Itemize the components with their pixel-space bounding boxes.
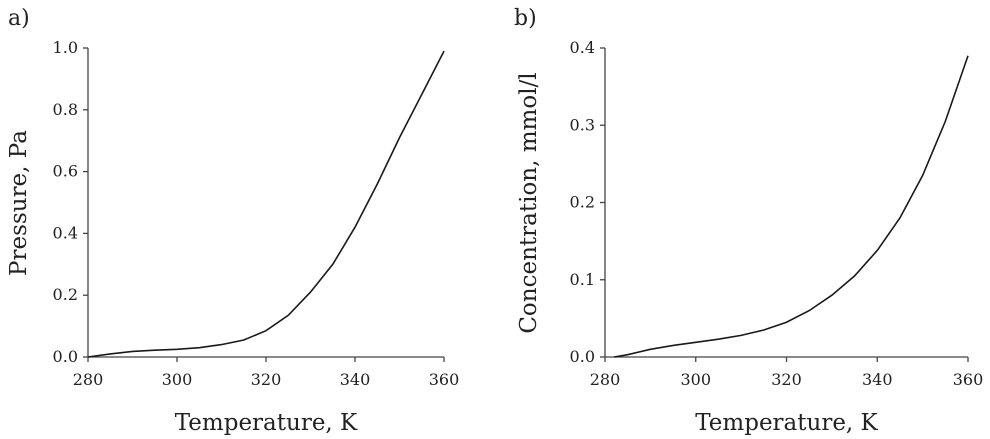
series-line xyxy=(87,50,445,358)
x-tick-label: 360 xyxy=(429,370,460,389)
y-tick-label: 0.2 xyxy=(53,285,78,304)
y-tick-label: 0.2 xyxy=(570,193,595,212)
y-tick-label: 0.3 xyxy=(570,115,595,134)
y-tick-label: 0.6 xyxy=(53,162,78,181)
x-tick-label: 280 xyxy=(590,370,621,389)
y-tick-label: 0.0 xyxy=(53,347,78,366)
series-line xyxy=(613,55,969,358)
panel-letter: b) xyxy=(514,6,537,31)
y-axis-title: Concentration, mmol/l xyxy=(516,72,542,333)
panel-b: b) 280 300 320 340 360 0.0 0.1 0.2 0.3 0.4 Temperat… xyxy=(514,6,983,436)
y-tick-label: 0.4 xyxy=(53,223,78,242)
y-tick-label: 1.0 xyxy=(53,38,78,57)
x-tick-label: 320 xyxy=(771,370,802,389)
x-tick-label: 300 xyxy=(162,370,193,389)
x-axis-title: Temperature, K xyxy=(695,410,878,436)
y-tick-label: 0.8 xyxy=(53,100,78,119)
y-tick-label: 0.4 xyxy=(570,38,595,57)
x-tick-label: 360 xyxy=(953,370,984,389)
y-axis-title: Pressure, Pa xyxy=(6,130,32,276)
x-tick-label: 340 xyxy=(862,370,893,389)
x-tick-label: 280 xyxy=(73,370,104,389)
x-tick-label: 320 xyxy=(251,370,282,389)
y-tick-label: 0.1 xyxy=(570,270,595,289)
y-tick-label: 0.0 xyxy=(570,347,595,366)
x-tick-label: 300 xyxy=(680,370,711,389)
panel-a: a) 280 300 320 340 360 0.0 0.2 0.4 0.6 0.8 1.0 Tempe… xyxy=(6,6,459,436)
panel-letter: a) xyxy=(8,6,30,31)
x-axis-title: Temperature, K xyxy=(175,410,358,436)
x-tick-label: 340 xyxy=(340,370,371,389)
